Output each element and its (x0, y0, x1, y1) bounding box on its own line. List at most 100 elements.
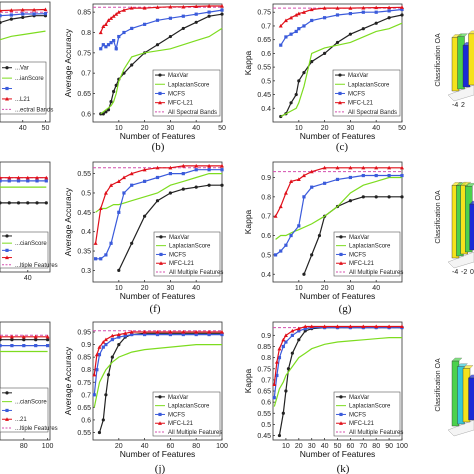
data-point-mfc-l21 (103, 22, 108, 26)
y-tick-label: 0.35 (77, 249, 91, 256)
bar-3d-top (468, 374, 474, 379)
x-tick-label: 80 (372, 443, 380, 450)
data-point-mfc-l21 (98, 30, 103, 35)
data-point-mfc-l21 (348, 165, 353, 170)
data-point-mcfs (44, 179, 48, 183)
data-point-mfc-l21 (94, 352, 99, 357)
data-point-mcfs (277, 356, 282, 360)
x-tick-label: 90 (385, 443, 393, 450)
data-point-mcfs (0, 344, 2, 348)
data-point-maxvar (155, 199, 160, 203)
data-point-mcfs (220, 168, 224, 172)
data-point-maxvar (317, 233, 322, 238)
series-line-mfc-l21 (275, 167, 402, 217)
y-tick-label: 0.9 (261, 175, 271, 182)
panel-h: Classification OA -4 -2 0 (435, 181, 474, 276)
data-point-maxvar (286, 367, 291, 371)
data-point-mcfs (323, 181, 327, 185)
legend-label-mfc-l21: MFC-L21 (168, 421, 194, 427)
data-point-mcfs (220, 8, 224, 12)
data-point-mfc-l21 (400, 165, 404, 170)
y-tick-label: 0.55 (257, 65, 271, 72)
data-point-mcfs (194, 332, 198, 337)
x-tick-label: 80 (192, 443, 200, 450)
data-point-mfc-l21 (103, 337, 108, 342)
plot-frame (272, 3, 403, 123)
x-tick-label: -4 (452, 102, 458, 109)
x-axis-label: Number of Features (120, 291, 196, 301)
data-point-maxvar (104, 393, 108, 397)
x-tick-label: 20 (295, 443, 303, 450)
data-point-maxvar (348, 32, 352, 36)
data-point-mfc-l21 (207, 163, 212, 168)
x-tick-label: 40 (19, 125, 27, 132)
data-point-mfc-l21 (20, 7, 25, 12)
data-point-mfc-l21 (387, 165, 392, 170)
data-point-mcfs (387, 9, 391, 13)
x-tick-label: 40 (192, 285, 200, 292)
series-line-mcfs (273, 327, 402, 398)
series-line-maxvar (280, 14, 403, 118)
data-point-maxvar (290, 351, 294, 355)
series-line-mcfs (275, 174, 402, 256)
x-tick-label: 40 (321, 443, 329, 450)
data-point-mfc-l21 (9, 334, 14, 339)
data-point-mfc-l21 (43, 7, 48, 12)
legend-marker-mcfs (158, 412, 162, 417)
bar-3d-top (468, 30, 474, 34)
data-point-mcfs (181, 332, 185, 337)
y-tick-label: 0.5 (261, 78, 271, 85)
data-point-mfc-l21 (106, 18, 111, 22)
legend-label-all-multiple-features: All Multiple Features (168, 430, 222, 436)
data-point-maxvar (323, 51, 327, 55)
data-point-maxvar (0, 338, 2, 342)
x-tick-label: 40 (372, 125, 380, 132)
panel-d: Classification OA -4 2 (435, 30, 474, 109)
y-tick-label: 0.45 (77, 210, 91, 217)
series-line-mcfs (95, 169, 222, 260)
y-tick-label: 0.95 (77, 330, 91, 337)
panel-k: 0.45 0.5 0.55 0.6 0.65 0.7 0.75 0.8 0.85 0.9 10 20 3… (243, 321, 408, 474)
series-line-laplacianscore (275, 176, 402, 240)
data-point-mfc-l21 (194, 163, 199, 168)
series-line-mfc-l21 (273, 325, 402, 385)
data-point-mcfs (400, 173, 404, 178)
data-point-mcfs (289, 233, 293, 238)
y-tick-label: 0.6 (261, 51, 271, 58)
data-point-maxvar (284, 389, 288, 393)
x-tick-label: 50 (334, 443, 342, 450)
legend-marker-mfc-l21 (5, 417, 9, 421)
x-tick-label: 30 (167, 125, 175, 132)
series-line-mcfs (100, 9, 223, 52)
legend-marker-mfc-l21 (5, 96, 9, 101)
data-point-mfc-l21 (361, 324, 366, 329)
legend-marker-mfc-l21 (339, 261, 343, 265)
bar-floor (447, 84, 474, 102)
data-point-mfc-l21 (103, 190, 108, 195)
y-tick-label: 0.7 (261, 23, 271, 30)
data-point-mcfs (155, 18, 160, 22)
y-tick-label: 0.6 (261, 233, 271, 240)
data-point-mfc-l21 (294, 12, 299, 17)
y-tick-label: 0.55 (257, 411, 271, 418)
data-point-maxvar (220, 183, 224, 187)
data-point-maxvar (194, 185, 198, 189)
data-point-mfc-l21 (121, 175, 126, 180)
legend-label-maxvar: MaxVar (168, 73, 188, 79)
data-point-maxvar (302, 272, 306, 276)
data-point-mfc-l21 (220, 163, 224, 168)
data-point-mfc-l21 (111, 14, 116, 18)
data-point-mcfs (335, 177, 340, 182)
data-point-mfc-l21 (92, 372, 97, 377)
data-point-maxvar (207, 183, 211, 187)
data-point-mcfs (168, 172, 172, 176)
legend-label-mcfs: MCFS (349, 252, 366, 258)
panel-caption: (g) (339, 303, 352, 315)
x-tick-label: 30 (308, 443, 316, 450)
panel-caption: (b) (152, 141, 165, 153)
data-point-mcfs (123, 334, 127, 338)
data-point-maxvar (220, 12, 224, 16)
data-point-mcfs (348, 175, 352, 180)
data-point-mfc-l21 (272, 382, 277, 386)
data-point-maxvar (400, 195, 404, 199)
